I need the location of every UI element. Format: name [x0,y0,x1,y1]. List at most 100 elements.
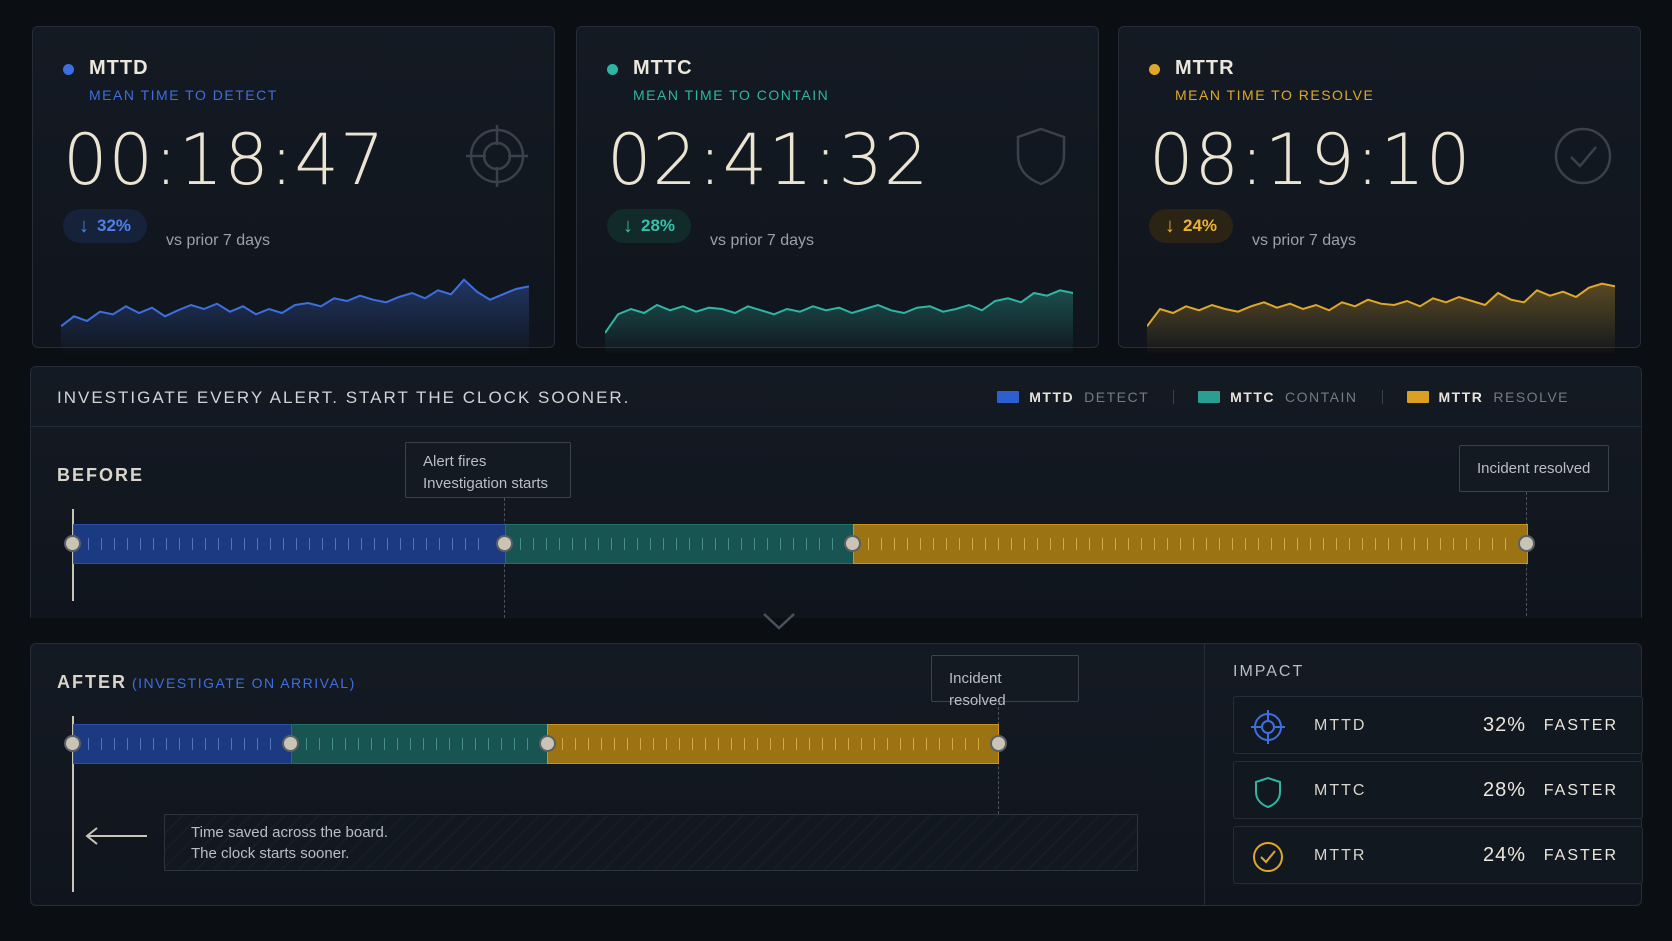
mttc-vs-label: vs prior 7 days [710,232,815,249]
impact-percent: 24% [1482,844,1526,866]
impact-row-mttd: MTTD 32% FASTER [1233,696,1643,754]
legend-name: MTTD [1029,389,1075,405]
mttc-time: 02:41:32 [607,119,930,201]
legend-item-mttd: MTTD DETECT [997,389,1149,405]
shield-icon [1255,776,1281,809]
mttd-time: 00:18:47 [63,119,386,201]
legend-divider [1381,390,1383,404]
legend-divider [1173,390,1175,404]
timeline-title: INVESTIGATE EVERY ALERT. START THE CLOCK… [57,388,631,407]
timeline-header: INVESTIGATE EVERY ALERT. START THE CLOCK… [31,367,1641,427]
time-saved-note: Time saved across the board. The clock s… [164,814,1138,871]
before-contain-node [844,535,861,552]
arrow-left-icon [85,827,147,845]
mttr-dot [1149,64,1160,75]
legend-item-mttc: MTTC CONTAIN [1198,389,1357,405]
arrow-down-icon: ↓ [79,214,89,237]
impact-row-mttr: MTTR 24% FASTER [1233,826,1643,884]
before-mttc-segment [505,524,854,564]
saved-line: The clock starts sooner. [191,845,350,862]
mttd-sparkline [61,278,529,353]
before-label: BEFORE [57,465,145,485]
segment-ticks [306,738,534,750]
impact-percent: 32% [1482,714,1526,736]
after-mttc-segment [291,724,549,764]
legend-swatch-mttc [1198,391,1221,403]
sparkline-line [1147,282,1615,327]
callout-line: Investigation starts [423,475,549,492]
impact-label: FASTER [1543,717,1618,734]
impact-label: FASTER [1543,847,1618,864]
after-mttr-segment [547,724,999,764]
mttr-name: MTTR [1175,57,1235,79]
before-start-node [64,535,81,552]
impact-name: MTTR [1314,847,1367,864]
legend-desc: DETECT [1084,389,1150,405]
after-resolved-callout: Incident resolved [931,655,1079,709]
mttc-sparkline [605,289,1073,353]
after-mttd-segment [73,724,293,764]
impact-name: MTTC [1314,782,1367,799]
mttr-sparkline [1147,282,1615,353]
before-resolved-callout: Incident resolved [1459,445,1609,492]
impact-name: MTTD [1314,717,1367,734]
segment-ticks [520,538,839,550]
before-mttr-segment [853,524,1528,564]
arrow-down-icon: ↓ [1165,214,1175,237]
mttr-card: MTTR MEAN TIME TO RESOLVE 08:19:10 ↓ 24%… [1118,26,1641,353]
sparkline-line [605,289,1073,334]
before-alert-node [496,535,513,552]
sparkline-area [605,290,1073,353]
segment-ticks [868,538,1513,550]
mttc-change-badge: ↓ 28% [607,209,692,243]
after-alert-node [282,735,299,752]
after-resolved-node [990,735,1007,752]
sparkline-area [1147,283,1615,353]
segment-ticks [562,738,984,750]
segment-ticks [88,738,278,750]
after-contain-node [539,735,556,752]
chevron-down-icon [763,613,795,630]
legend-name: MTTR [1438,389,1484,405]
mttd-card: MTTD MEAN TIME TO DETECT 00:18:47 ↓ 32% … [32,26,555,353]
mttr-subtitle: MEAN TIME TO RESOLVE [1175,87,1375,103]
mttd-dot [63,64,74,75]
after-sublabel: (INVESTIGATE ON ARRIVAL) [132,675,356,691]
alert-fires-callout: Alert fires Investigation starts [405,442,571,498]
after-start-line [72,716,74,892]
check-circle-icon [1253,842,1283,872]
saved-line: Time saved across the board. [191,824,389,841]
mttr-change-badge: ↓ 24% [1149,209,1234,243]
mttc-dot [607,64,618,75]
impact-title: IMPACT [1233,663,1305,680]
mttr-time: 08:19:10 [1149,119,1472,201]
legend-desc: RESOLVE [1493,389,1569,405]
before-resolved-node [1518,535,1535,552]
after-start-node [64,735,81,752]
mttc-change: 28% [641,216,676,235]
mttd-name: MTTD [89,57,149,79]
impact-row-mttc: MTTC 28% FASTER [1233,761,1643,819]
after-panel: AFTER (INVESTIGATE ON ARRIVAL) Incident … [30,643,1643,906]
mttc-subtitle: MEAN TIME TO CONTAIN [633,87,830,103]
legend-name: MTTC [1230,389,1276,405]
mttc-name: MTTC [633,57,693,79]
legend-swatch-mttr [1406,391,1429,403]
sparkline-line [61,278,529,328]
shield-icon [1016,127,1066,186]
impact-percent: 28% [1482,779,1526,801]
timeline-panel: INVESTIGATE EVERY ALERT. START THE CLOCK… [30,366,1642,618]
after-label: AFTER [57,672,127,692]
mttd-change-badge: ↓ 32% [63,209,148,243]
mttd-vs-label: vs prior 7 days [166,232,271,249]
callout-line: Alert fires [423,453,487,470]
legend-swatch-mttd [997,391,1020,403]
legend-item-mttr: MTTR RESOLVE [1406,389,1570,405]
sparkline-area [61,279,529,353]
impact-label: FASTER [1543,782,1618,799]
before-mttd-segment [73,524,506,564]
legend-desc: CONTAIN [1285,389,1358,405]
crosshair-icon [466,125,528,187]
mttr-change: 24% [1183,216,1218,235]
mttr-vs-label: vs prior 7 days [1252,232,1357,249]
